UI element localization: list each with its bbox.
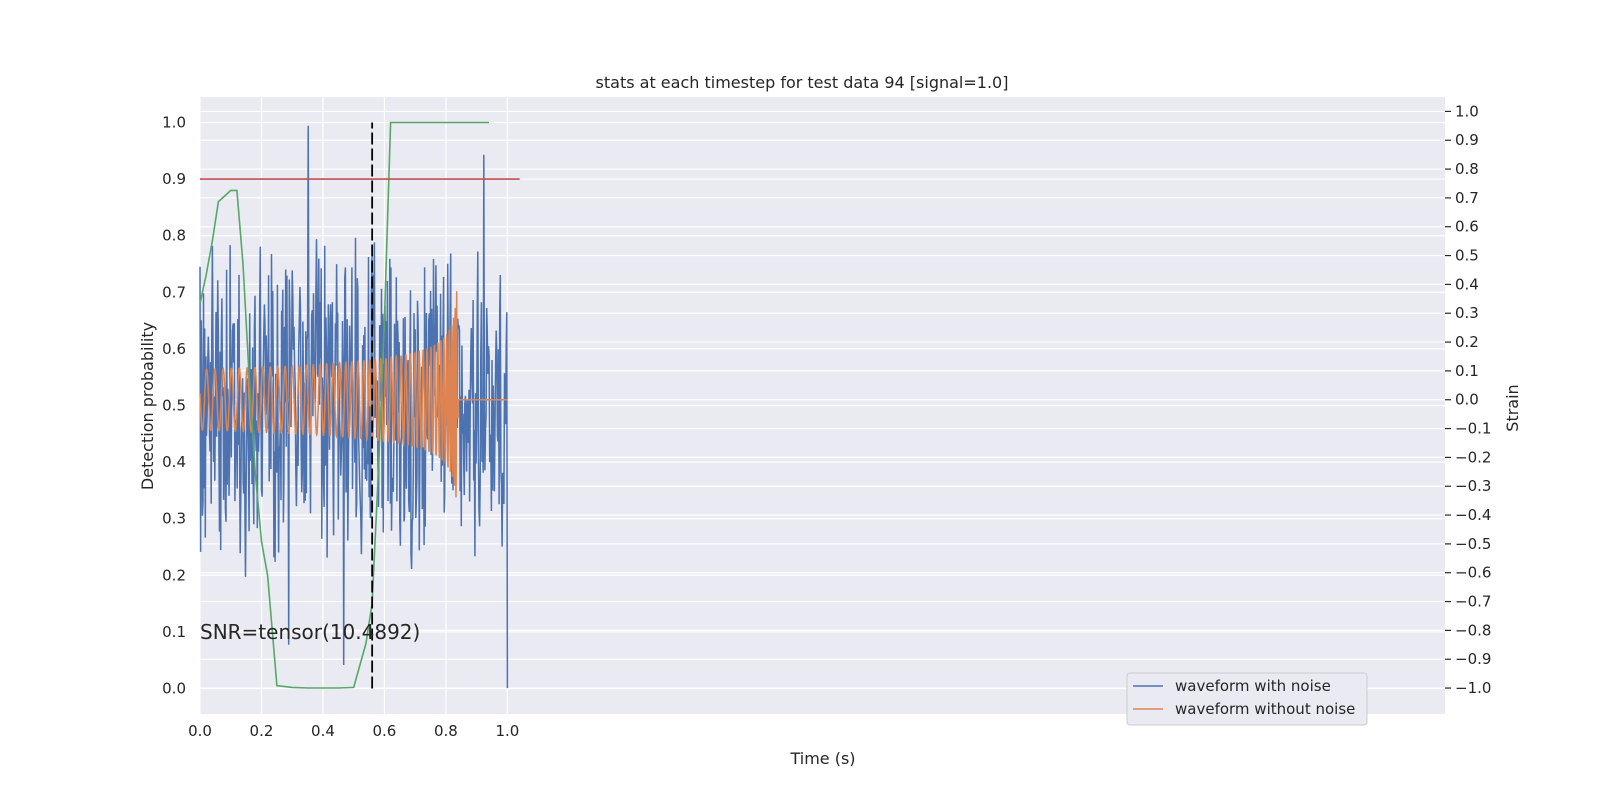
legend-label-with-noise: waveform with noise — [1175, 677, 1331, 695]
y-tick-label-6: 0.6 — [162, 340, 186, 358]
y-tick-label-0: 0.0 — [162, 680, 186, 698]
detection-probability-line — [199, 121, 489, 689]
y-tick-label-8: 0.8 — [162, 227, 186, 245]
series-line-waveform-without-noise — [199, 291, 508, 498]
legend-box — [1126, 672, 1368, 726]
y-right-tick-label-2: 0.8 — [1455, 160, 1479, 178]
series-layer — [199, 121, 520, 689]
y-tick-label-5: 0.5 — [162, 397, 186, 415]
legend-label-without-noise: waveform without noise — [1175, 700, 1355, 718]
y-tick-label-9: 0.9 — [162, 170, 186, 188]
x-tick-label-0: 0.0 — [188, 722, 212, 740]
y-right-tick-label-8: 0.2 — [1455, 333, 1479, 351]
x-tick-label-3: 0.6 — [373, 722, 397, 740]
y-tick-label-10: 1.0 — [162, 113, 186, 131]
y-right-tick-label-5: 0.5 — [1455, 247, 1479, 265]
x-tick-label-2: 0.4 — [311, 722, 335, 740]
y-right-tick-label-17: −0.7 — [1455, 593, 1491, 611]
x-axis: 0.0 0.2 0.4 0.6 0.8 1.0 — [188, 722, 519, 740]
y-right-tick-label-12: −0.2 — [1455, 448, 1491, 466]
y-right-tick-label-9: 0.1 — [1455, 362, 1479, 380]
y-axis-label: Detection probability — [138, 322, 157, 490]
y-tick-label-3: 0.3 — [162, 510, 186, 528]
y-right-tick-label-11: −0.1 — [1455, 420, 1491, 438]
y-right-tick-label-13: −0.3 — [1455, 477, 1491, 495]
y-right-tick-label-3: 0.7 — [1455, 189, 1479, 207]
y-right-tick-label-10: 0.0 — [1455, 391, 1479, 409]
legend: waveform with noise waveform without noi… — [1126, 672, 1368, 726]
chart-title: stats at each timestep for test data 94 … — [596, 73, 1009, 92]
y-tick-label-1: 0.1 — [162, 623, 186, 641]
x-tick-label-4: 0.8 — [434, 722, 458, 740]
y-right-axis-label: Strain — [1503, 384, 1522, 431]
snr-annotation: SNR=tensor(10.4892) — [200, 620, 420, 644]
y-right-tick-label-6: 0.4 — [1455, 275, 1479, 293]
y-right-tick-label-20: −1.0 — [1455, 679, 1491, 697]
y-right-tick-label-7: 0.3 — [1455, 304, 1479, 322]
x-tick-label-1: 0.2 — [250, 722, 274, 740]
y-right-tick-label-14: −0.4 — [1455, 506, 1491, 524]
y-right-tick-label-16: −0.6 — [1455, 564, 1491, 582]
y-right-tick-label-1: 0.9 — [1455, 131, 1479, 149]
y-right-tick-label-19: −0.9 — [1455, 650, 1491, 668]
y-tick-label-4: 0.4 — [162, 453, 186, 471]
y-right-tick-label-18: −0.8 — [1455, 621, 1491, 639]
x-tick-label-5: 1.0 — [495, 722, 519, 740]
y-right-tick-label-0: 1.0 — [1455, 102, 1479, 120]
y-tick-label-2: 0.2 — [162, 566, 186, 584]
left-axis: 0.0 0.1 0.2 0.3 0.4 0.5 0.6 0.7 0.8 0.9 1.0 — [162, 113, 186, 697]
grid — [199, 97, 1445, 714]
x-axis-label: Time (s) — [789, 749, 855, 768]
y-tick-label-7: 0.7 — [162, 283, 186, 301]
y-right-tick-label-15: −0.5 — [1455, 535, 1491, 553]
y-right-tick-label-4: 0.6 — [1455, 218, 1479, 236]
right-axis: 1.0 0.9 0.8 0.7 0.6 0.5 0.4 0.3 0.2 0.1 0.0 −0.1 −0.… — [1445, 102, 1491, 697]
